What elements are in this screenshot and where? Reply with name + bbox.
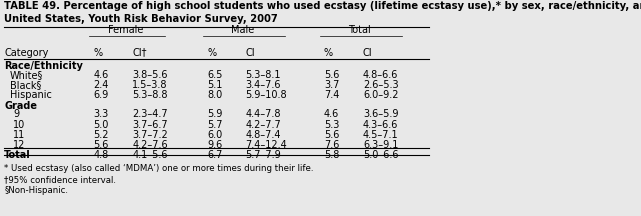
Text: 6.9: 6.9 <box>93 91 108 100</box>
Text: 8.0: 8.0 <box>207 91 222 100</box>
Text: 5.6: 5.6 <box>324 130 339 140</box>
Text: 3.3: 3.3 <box>93 110 108 119</box>
Text: 4.3–6.6: 4.3–6.6 <box>363 120 398 130</box>
Text: 5.9: 5.9 <box>207 110 222 119</box>
Text: 4.2–7.6: 4.2–7.6 <box>132 140 168 150</box>
Text: 5.0–6.6: 5.0–6.6 <box>363 150 399 160</box>
Text: 6.5: 6.5 <box>207 70 222 80</box>
Text: 5.7: 5.7 <box>207 120 222 130</box>
Text: %: % <box>93 48 102 58</box>
Text: 5.9–10.8: 5.9–10.8 <box>246 91 287 100</box>
Text: 5.8: 5.8 <box>324 150 339 160</box>
Text: 5.2: 5.2 <box>93 130 108 140</box>
Text: †95% confidence interval.: †95% confidence interval. <box>4 175 116 184</box>
Text: 2.4: 2.4 <box>93 80 108 90</box>
Text: 4.4–7.8: 4.4–7.8 <box>246 110 281 119</box>
Text: 5.6: 5.6 <box>93 140 108 150</box>
Text: 5.3–8.8: 5.3–8.8 <box>132 91 167 100</box>
Text: §Non-Hispanic.: §Non-Hispanic. <box>4 186 69 195</box>
Text: United States, Youth Risk Behavior Survey, 2007: United States, Youth Risk Behavior Surve… <box>4 14 278 24</box>
Text: 4.6: 4.6 <box>93 70 108 80</box>
Text: 4.8–6.6: 4.8–6.6 <box>363 70 398 80</box>
Text: White§: White§ <box>10 70 43 80</box>
Text: 3.7–6.7: 3.7–6.7 <box>132 120 168 130</box>
Text: 5.1: 5.1 <box>207 80 222 90</box>
Text: 6.7: 6.7 <box>207 150 222 160</box>
Text: 10: 10 <box>13 120 25 130</box>
Text: 3.6–5.9: 3.6–5.9 <box>363 110 399 119</box>
Text: 4.2–7.7: 4.2–7.7 <box>246 120 281 130</box>
Text: 7.4: 7.4 <box>324 91 339 100</box>
Text: 7.6: 7.6 <box>324 140 339 150</box>
Text: 11: 11 <box>13 130 25 140</box>
Text: %: % <box>324 48 333 58</box>
Text: 4.8: 4.8 <box>93 150 108 160</box>
Text: 5.0: 5.0 <box>93 120 108 130</box>
Text: 12: 12 <box>13 140 26 150</box>
Text: 5.6: 5.6 <box>324 70 339 80</box>
Text: 3.4–7.6: 3.4–7.6 <box>246 80 281 90</box>
Text: 6.0: 6.0 <box>207 130 222 140</box>
Text: 3.7–7.2: 3.7–7.2 <box>132 130 168 140</box>
Text: * Used ecstasy (also called ‘MDMA’) one or more times during their life.: * Used ecstasy (also called ‘MDMA’) one … <box>4 164 314 173</box>
Text: 3.8–5.6: 3.8–5.6 <box>132 70 167 80</box>
Text: 5.3–8.1: 5.3–8.1 <box>246 70 281 80</box>
Text: CI†: CI† <box>132 48 147 58</box>
Text: 5.7–7.9: 5.7–7.9 <box>246 150 281 160</box>
Text: Hispanic: Hispanic <box>10 91 51 100</box>
Text: Category: Category <box>4 48 49 58</box>
Text: 4.8–7.4: 4.8–7.4 <box>246 130 281 140</box>
Text: CI: CI <box>246 48 255 58</box>
Text: 5.3: 5.3 <box>324 120 339 130</box>
Text: 4.5–7.1: 4.5–7.1 <box>363 130 399 140</box>
Text: Male: Male <box>231 25 254 35</box>
Text: Female: Female <box>108 25 144 35</box>
Text: TABLE 49. Percentage of high school students who used ecstasy (lifetime ecstasy : TABLE 49. Percentage of high school stud… <box>4 1 641 11</box>
Text: 4.1–5.6: 4.1–5.6 <box>132 150 167 160</box>
Text: 2.3–4.7: 2.3–4.7 <box>132 110 168 119</box>
Text: 9: 9 <box>13 110 19 119</box>
Text: 9.6: 9.6 <box>207 140 222 150</box>
Text: 6.0–9.2: 6.0–9.2 <box>363 91 399 100</box>
Text: 1.5–3.8: 1.5–3.8 <box>132 80 167 90</box>
Text: Race/Ethnicity: Race/Ethnicity <box>4 61 83 71</box>
Text: 4.6: 4.6 <box>324 110 339 119</box>
Text: 7.4–12.4: 7.4–12.4 <box>246 140 287 150</box>
Text: 2.6–5.3: 2.6–5.3 <box>363 80 399 90</box>
Text: Total: Total <box>348 25 371 35</box>
Text: Black§: Black§ <box>10 80 41 90</box>
Text: CI: CI <box>363 48 372 58</box>
Text: 6.3–9.1: 6.3–9.1 <box>363 140 398 150</box>
Text: %: % <box>207 48 216 58</box>
Text: Total: Total <box>4 150 31 160</box>
Text: Grade: Grade <box>4 101 37 111</box>
Text: 3.7: 3.7 <box>324 80 339 90</box>
